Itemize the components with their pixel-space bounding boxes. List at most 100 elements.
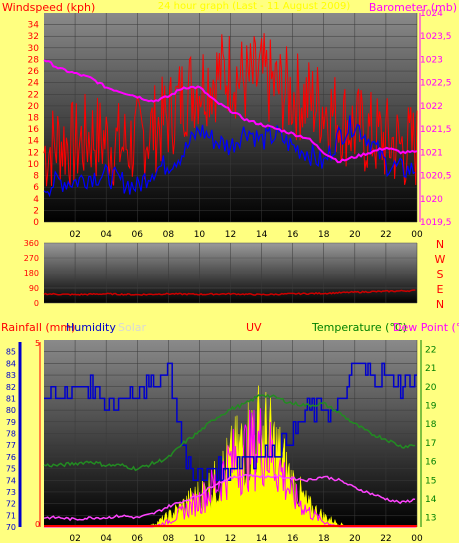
- windspeed-tick-label-2: 4: [33, 195, 39, 205]
- windspeed-tick-label-14: 28: [28, 55, 40, 65]
- humidity-tick-label-1: 71: [6, 511, 16, 520]
- x-tick-bottom-9: 20: [349, 534, 361, 543]
- barometer-tick-label-6: 1022,5: [420, 79, 452, 89]
- x-tick-top-3: 08: [163, 230, 175, 240]
- x-tick-bottom-8: 18: [318, 534, 330, 543]
- barometer-tick-label-4: 1021,5: [420, 125, 452, 135]
- humidity-tick-label-5: 75: [6, 465, 16, 474]
- legend-uv: UV: [246, 321, 262, 334]
- windspeed-tick-label-1: 2: [33, 206, 39, 216]
- humidity-tick-label-12: 82: [6, 383, 16, 392]
- temperature-tick-label-9: 22: [425, 345, 436, 355]
- compass-label-2: S: [437, 268, 444, 281]
- temperature-tick-label-2: 15: [425, 476, 436, 486]
- x-tick-top-11: 00: [411, 230, 423, 240]
- windspeed-tick-label-4: 8: [33, 172, 39, 182]
- humidity-tick-label-11: 81: [6, 394, 16, 403]
- x-tick-top-0: 02: [69, 230, 80, 240]
- x-tick-bottom-5: 12: [225, 534, 236, 543]
- barometer-line: [43, 59, 418, 164]
- humidity-tick-label-13: 83: [6, 371, 16, 380]
- windspeed-tick-label-13: 26: [28, 67, 40, 77]
- windspeed-line: [43, 33, 418, 187]
- humidity-tick-label-4: 74: [6, 476, 16, 485]
- temperature-tick-label-4: 17: [425, 439, 436, 449]
- direction-tick-label-2: 180: [24, 269, 39, 278]
- humidity-tick-label-3: 73: [6, 488, 16, 497]
- windspeed-tick-label-6: 12: [28, 148, 39, 158]
- x-tick-top-8: 18: [318, 230, 330, 240]
- x-tick-bottom-2: 06: [132, 534, 144, 543]
- humidity-tick-label-2: 72: [6, 500, 16, 509]
- compass-label-4: N: [436, 298, 444, 311]
- temperature-tick-label-3: 16: [425, 458, 437, 468]
- humidity-tick-label-7: 77: [6, 441, 16, 450]
- humidity-tick-label-15: 85: [6, 348, 16, 357]
- windspeed-tick-label-8: 16: [28, 125, 40, 135]
- compass-label-0: N: [436, 238, 444, 251]
- humidity-tick-label-10: 80: [6, 406, 16, 415]
- windspeed-tick-label-12: 24: [28, 79, 40, 89]
- windspeed-tick-label-5: 10: [28, 160, 40, 170]
- compass-label-1: W: [435, 253, 446, 266]
- windspeed-tick-label-16: 32: [28, 32, 39, 42]
- legend-rainfall: Rainfall (mm): [1, 321, 75, 334]
- legend-dew-point: Dew Point (°C: [393, 321, 459, 334]
- x-tick-bottom-6: 14: [256, 534, 268, 543]
- humidity-tick-label-14: 84: [6, 359, 16, 368]
- direction-tick-label-3: 270: [24, 254, 39, 263]
- legend-solar: Solar: [118, 321, 147, 334]
- barometer-tick-label-7: 1023: [420, 55, 443, 65]
- x-tick-bottom-7: 16: [287, 534, 299, 543]
- humidity-tick-label-6: 76: [6, 453, 16, 462]
- barometer-tick-label-1: 1020: [420, 195, 443, 205]
- windspeed-tick-label-10: 20: [28, 102, 40, 112]
- x-tick-top-4: 10: [194, 230, 206, 240]
- temperature-tick-label-8: 21: [425, 364, 436, 374]
- temperature-tick-label-5: 18: [425, 420, 437, 430]
- windspeed-tick-label-9: 18: [28, 114, 40, 124]
- x-tick-top-6: 14: [256, 230, 268, 240]
- x-tick-bottom-3: 08: [163, 534, 175, 543]
- barometer-tick-label-0: 1019,5: [420, 218, 452, 228]
- x-tick-bottom-10: 22: [380, 534, 391, 543]
- windspeed-tick-label-7: 14: [28, 137, 40, 147]
- x-tick-top-10: 22: [380, 230, 391, 240]
- x-tick-top-9: 20: [349, 230, 361, 240]
- compass-label-3: E: [437, 283, 444, 296]
- temperature-tick-label-6: 19: [425, 401, 437, 411]
- x-tick-top-2: 06: [132, 230, 144, 240]
- x-tick-bottom-0: 02: [69, 534, 80, 543]
- dew-point-line: [43, 473, 416, 522]
- temperature-tick-label-0: 13: [425, 514, 436, 524]
- legend-humidity: Humidity: [66, 321, 116, 334]
- ticks-layer: 02468101214161820222426283032341019,5102…: [6, 9, 452, 543]
- rain-tick-bottom: 0: [35, 520, 40, 529]
- humidity-tick-label-0: 70: [6, 523, 16, 532]
- x-tick-top-7: 16: [287, 230, 299, 240]
- x-tick-top-5: 12: [225, 230, 236, 240]
- windspeed-tick-label-3: 6: [33, 183, 39, 193]
- temperature-line: [43, 393, 416, 472]
- rain-tick-top: 5: [35, 339, 40, 348]
- barometer-tick-label-3: 1021: [420, 148, 443, 158]
- legend-temperature: Temperature (°C): [311, 321, 407, 334]
- temperature-tick-label-1: 14: [425, 495, 437, 505]
- direction-tick-label-1: 90: [29, 284, 39, 293]
- direction-tick-label-0: 0: [34, 299, 39, 308]
- barometer-tick-label-9: 1024: [420, 9, 443, 19]
- direction-tick-label-4: 360: [24, 239, 39, 248]
- marks-layer: [43, 33, 418, 528]
- chart-title: 24 hour graph (Last - 11 August 2009): [158, 1, 351, 12]
- x-tick-bottom-11: 00: [411, 534, 423, 543]
- windspeed-axis-label: Windspeed (kph): [2, 1, 95, 14]
- windspeed-tick-label-0: 0: [33, 218, 39, 228]
- barometer-axis-label: Barometer (mb): [369, 1, 457, 14]
- barometer-tick-label-5: 1022: [420, 102, 443, 112]
- temperature-tick-label-7: 20: [425, 383, 437, 393]
- windspeed-tick-label-15: 30: [28, 44, 40, 54]
- humidity-tick-label-8: 78: [6, 430, 16, 439]
- windspeed-tick-label-11: 22: [28, 90, 39, 100]
- barometer-tick-label-2: 1020,5: [420, 172, 452, 182]
